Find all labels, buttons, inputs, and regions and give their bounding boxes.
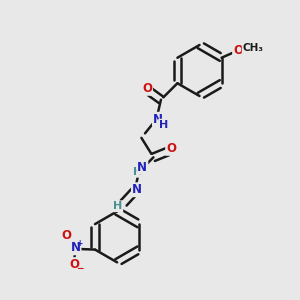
Text: N: N — [137, 161, 147, 174]
Text: H: H — [159, 120, 168, 130]
Text: +: + — [76, 239, 83, 248]
Text: N: N — [70, 241, 80, 254]
Text: H: H — [113, 201, 122, 211]
Text: CH₃: CH₃ — [243, 43, 264, 53]
Text: −: − — [76, 264, 83, 273]
Text: H: H — [133, 167, 142, 177]
Text: N: N — [153, 113, 163, 126]
Text: O: O — [61, 229, 71, 242]
Text: O: O — [166, 142, 176, 155]
Text: O: O — [233, 44, 243, 57]
Text: O: O — [70, 258, 80, 271]
Text: N: N — [132, 183, 142, 196]
Text: O: O — [142, 82, 152, 95]
